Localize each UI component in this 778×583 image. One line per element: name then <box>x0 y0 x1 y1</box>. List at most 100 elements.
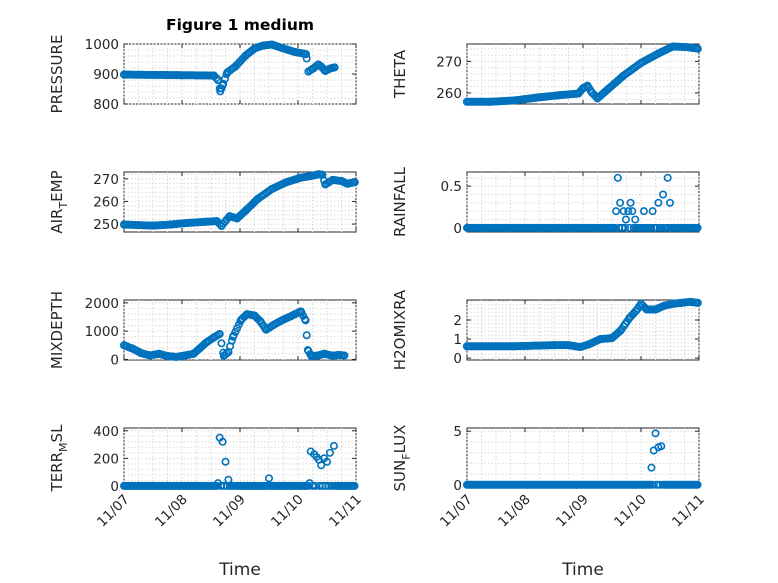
panel-terrmsl: 0 200 400 11/07 11/08 11/09 11/10 11/11 TERRMSL <box>48 424 365 531</box>
data-point <box>486 97 495 106</box>
data-point <box>350 481 359 490</box>
data-point <box>146 351 155 360</box>
data-point <box>120 220 129 229</box>
data-point <box>217 221 226 230</box>
data-point <box>221 457 230 466</box>
data-point <box>509 96 518 105</box>
data-point <box>663 173 672 182</box>
data-point <box>225 212 234 221</box>
data-point <box>209 71 218 80</box>
data-point <box>137 349 146 358</box>
data-point <box>217 339 226 348</box>
y-tick-label: 0 <box>453 221 462 237</box>
data-point <box>178 71 187 80</box>
y-axis-label: AIRTEMP <box>48 170 70 233</box>
data-point <box>201 217 210 226</box>
data-point <box>325 448 334 457</box>
data-point <box>267 40 276 49</box>
series-markers <box>120 170 359 230</box>
data-point <box>195 344 204 353</box>
data-point <box>202 338 211 347</box>
data-point <box>639 207 648 216</box>
data-point <box>318 170 327 179</box>
data-point <box>128 344 137 353</box>
data-point <box>267 184 276 193</box>
data-point <box>189 349 198 358</box>
data-point <box>659 190 668 199</box>
data-point <box>509 342 518 351</box>
data-point <box>574 89 583 98</box>
data-point <box>612 207 621 216</box>
y-tick-label: 1 <box>453 332 462 348</box>
x-axis-label-left: Time <box>218 560 261 580</box>
data-point <box>532 93 541 102</box>
x-axis-label-right: Time <box>561 560 604 580</box>
panel-mixdepth: 0 1000 2000 MIXDEPTH <box>48 291 357 369</box>
data-point <box>324 481 333 490</box>
x-tick-label: 11/10 <box>611 492 650 531</box>
data-point <box>607 334 616 343</box>
y-axis-label: TERRMSL <box>48 424 70 493</box>
data-point <box>549 341 558 350</box>
data-point <box>651 305 660 314</box>
data-point <box>282 178 291 187</box>
panel-theta: 260 270 THETA <box>391 42 702 106</box>
data-point <box>651 429 660 438</box>
data-point <box>619 71 628 80</box>
x-tick-label: 11/08 <box>495 492 534 531</box>
axes-box <box>466 171 700 233</box>
y-axis-label: PRESSURE <box>48 35 66 114</box>
data-point <box>654 198 663 207</box>
data-point <box>330 63 339 72</box>
data-point <box>665 198 674 207</box>
y-tick-label: 800 <box>93 97 119 113</box>
data-point <box>242 310 251 319</box>
data-point <box>213 76 222 85</box>
data-point <box>626 198 635 207</box>
y-tick-label: 400 <box>93 424 119 440</box>
data-point <box>241 51 250 60</box>
data-point <box>183 218 192 227</box>
y-axis-label: THETA <box>391 49 409 99</box>
y-tick-label: 0 <box>110 352 119 368</box>
y-tick-label: 0.5 <box>441 179 462 195</box>
data-point <box>624 207 633 216</box>
data-point <box>625 314 634 323</box>
series-markers <box>120 433 359 490</box>
data-point <box>591 92 600 101</box>
data-point <box>163 352 172 361</box>
y-axis-label: SUNFLUX <box>391 425 413 492</box>
data-point <box>683 43 692 52</box>
data-point <box>296 307 305 316</box>
data-point <box>180 351 189 360</box>
y-tick-label: 1000 <box>85 324 119 340</box>
data-point <box>241 206 250 215</box>
panel-sunflux: 0 5 11/07 11/08 11/09 11/10 11/11 SUNFLUX <box>391 424 708 530</box>
data-point <box>317 62 326 71</box>
data-point <box>305 479 314 488</box>
y-tick-label: 1000 <box>85 37 119 53</box>
data-point <box>329 441 338 450</box>
data-point <box>613 173 622 182</box>
data-point <box>269 320 278 329</box>
data-point <box>325 64 334 73</box>
data-point <box>166 220 175 229</box>
panel-h2omixra: 0 1 2 H2OMIXRA <box>391 289 702 370</box>
series-markers <box>120 307 349 361</box>
series-markers <box>462 297 702 352</box>
data-point <box>231 62 240 71</box>
data-point <box>262 325 271 334</box>
data-point <box>343 179 352 188</box>
y-tick-label: 0 <box>110 479 119 495</box>
data-point <box>677 298 686 307</box>
x-tick-label: 11/11 <box>669 492 708 531</box>
data-point <box>314 170 323 179</box>
data-point <box>215 329 224 338</box>
data-point <box>237 315 246 324</box>
data-point <box>253 195 262 204</box>
data-point <box>279 44 288 53</box>
data-point <box>172 352 181 361</box>
data-point <box>301 316 310 325</box>
data-point <box>596 335 605 344</box>
